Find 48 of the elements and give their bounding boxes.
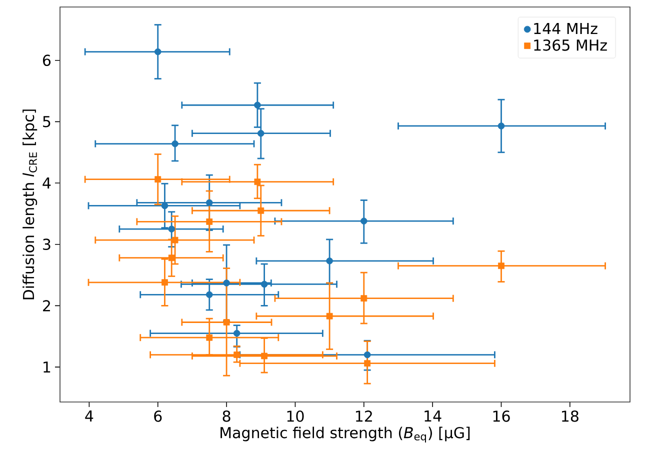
point [234,352,240,358]
point [154,48,162,56]
point [254,102,261,109]
y-tick-label: 4 [42,178,51,188]
x-tick-label: 4 [85,410,94,422]
point [360,218,368,224]
point [168,226,175,232]
y-tick-label: 2 [43,300,50,312]
point [260,280,268,288]
point [261,352,268,360]
point [162,279,168,286]
legend-label: 1365 MHz [534,39,607,51]
x-tick-label: 16 [493,410,510,422]
x-tick-label: 12 [356,410,372,422]
y-axis-title: Diffusion length l$_{CRE}$ [kpc] [22,110,38,300]
point [360,295,368,302]
point [326,258,333,264]
point [258,207,264,214]
y-tick-label: 3 [43,238,50,250]
y-tick-label: 5 [43,116,50,128]
x-tick-label: 18 [562,410,578,422]
point [168,254,175,262]
point [223,280,230,286]
point [257,130,264,137]
y-tick-label: 1 [44,362,50,373]
point [206,199,213,206]
point [206,291,213,298]
point [233,330,240,337]
x-axis-title: Magnetic field strength (B$_{eq}$) [μG] [220,426,470,442]
y-tick-label: 6 [42,54,51,66]
point [172,140,178,148]
point [364,360,371,367]
point [223,319,230,326]
point [364,351,371,358]
point [326,312,333,320]
point [254,178,261,185]
point [154,176,162,183]
point [498,262,504,270]
point [498,122,505,130]
x-tick-label: 10 [287,410,304,422]
x-tick-label: 6 [154,410,162,422]
point [172,236,178,244]
point [161,202,168,210]
point [206,218,213,225]
x-tick-label: 14 [424,410,442,422]
point [206,334,213,341]
x-tick-label: 8 [222,410,230,422]
legend-label: 144 MHz [534,23,598,34]
